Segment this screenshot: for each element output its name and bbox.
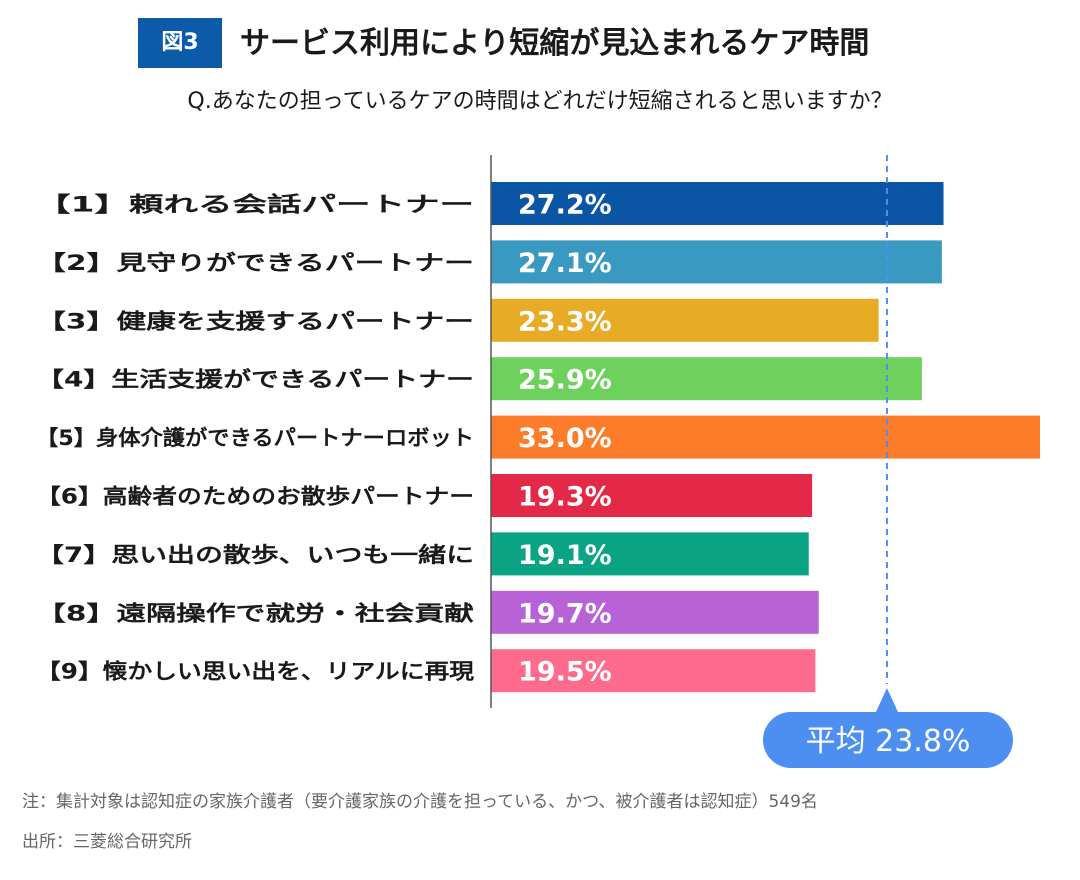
survey-question: Q.あなたの担っているケアの時間はどれだけ短縮されると思いますか？ bbox=[187, 89, 893, 114]
bar bbox=[491, 590, 819, 634]
bar bbox=[491, 298, 879, 342]
footnote: 注：集計対象は認知症の家族介護者（要介護家族の介護を担っている、かつ、被介護者は… bbox=[22, 792, 818, 812]
value-label: 27.2% bbox=[518, 190, 612, 221]
category-label: 【1】頼れる会話パートナー bbox=[36, 193, 474, 217]
bar bbox=[491, 532, 809, 576]
value-label: 19.7% bbox=[518, 598, 612, 629]
category-label: 【4】生活支援ができるパートナー bbox=[36, 368, 474, 392]
value-label: 19.1% bbox=[518, 540, 612, 571]
bar bbox=[491, 474, 813, 517]
bar bbox=[491, 357, 922, 401]
average-label: 平均 23.8% bbox=[806, 724, 971, 759]
category-label: 【8】遠隔操作で就労・社会貢献 bbox=[36, 601, 474, 625]
value-label: 25.9% bbox=[518, 365, 612, 396]
bar bbox=[491, 182, 944, 225]
average-callout-bubble bbox=[763, 688, 1013, 768]
category-label: 【7】思い出の散歩、いつも一緒に bbox=[36, 543, 474, 567]
category-label: 【3】健康を支援するパートナー bbox=[36, 309, 474, 333]
bar bbox=[491, 415, 1040, 459]
category-label: 【2】見守りができるパートナー bbox=[36, 251, 474, 275]
figure-number-badge: 図3 bbox=[138, 18, 222, 68]
source-note: 出所：三菱総合研究所 bbox=[22, 832, 192, 852]
bars-layer: 【1】頼れる会話パートナー 27.2% 【2】見守りができるパートナー 27.1% 【3… bbox=[36, 182, 1040, 693]
average-callout: 平均 23.8% bbox=[763, 688, 1013, 768]
category-label: 【6】高齢者のためのお散歩パートナー bbox=[36, 485, 474, 509]
category-label: 【5】身体介護ができるパートナーロボット bbox=[36, 426, 474, 450]
value-label: 19.3% bbox=[518, 482, 612, 513]
value-label: 19.5% bbox=[518, 657, 612, 688]
value-label: 33.0% bbox=[518, 423, 612, 454]
bar bbox=[491, 649, 816, 693]
value-label: 23.3% bbox=[518, 306, 612, 337]
value-label: 27.1% bbox=[518, 248, 612, 279]
chart-title: サービス利用により短縮が見込まれるケア時間 bbox=[240, 26, 870, 61]
category-label: 【9】懐かしい思い出を、リアルに再現 bbox=[36, 660, 474, 684]
bar bbox=[491, 240, 942, 284]
